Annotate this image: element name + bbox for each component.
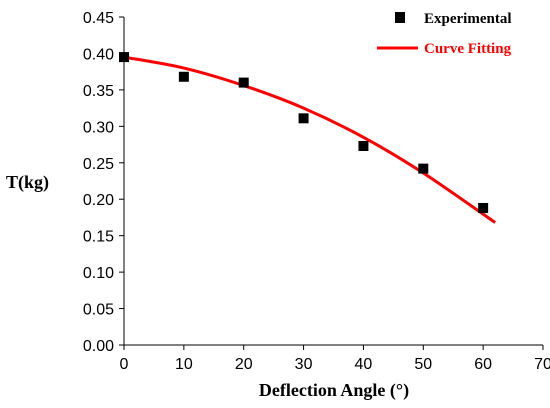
x-tick-label: 60 [474, 356, 492, 373]
experimental-point [238, 77, 249, 88]
legend: Experimental Curve Fitting [377, 11, 512, 57]
legend-marker-experimental [395, 12, 405, 23]
y-tick-label: 0.40 [83, 46, 114, 63]
experimental-point [298, 113, 309, 124]
y-tick-label: 0.05 [83, 302, 114, 319]
experimental-point [178, 71, 189, 82]
y-axis-ticks: 0.00 0.05 0.10 0.15 0.20 0.25 0.30 0.35 0.40 0.45 [83, 10, 124, 355]
y-tick-label: 0.30 [83, 119, 114, 136]
experimental-point [119, 52, 129, 63]
x-axis-title: Deflection Angle (°) [259, 380, 409, 401]
x-axis-ticks: 0 10 20 30 40 50 60 70 [120, 345, 550, 373]
y-tick-label: 0.20 [83, 192, 114, 209]
y-tick-label: 0.15 [83, 229, 114, 246]
y-tick-label: 0.25 [83, 156, 114, 173]
legend-label-curve-fitting: Curve Fitting [424, 41, 512, 57]
y-tick-label: 0.10 [83, 265, 114, 282]
axes [123, 17, 543, 346]
x-tick-label: 20 [235, 356, 253, 373]
experimental-point [478, 202, 489, 213]
x-tick-label: 10 [175, 356, 193, 373]
curve-fitting-line [123, 55, 496, 224]
y-axis-title: T(kg) [6, 172, 49, 193]
legend-label-experimental: Experimental [424, 11, 512, 27]
x-tick-label: 70 [534, 356, 550, 373]
y-tick-label: 0.35 [83, 83, 114, 100]
y-tick-label: 0.00 [83, 338, 114, 355]
experimental-point [418, 163, 429, 174]
x-tick-label: 50 [414, 356, 432, 373]
y-tick-label: 0.45 [83, 10, 114, 27]
plot-area [119, 52, 496, 224]
x-tick-label: 30 [295, 356, 313, 373]
experimental-point [358, 141, 369, 152]
x-tick-label: 0 [120, 356, 129, 373]
x-tick-label: 40 [355, 356, 373, 373]
